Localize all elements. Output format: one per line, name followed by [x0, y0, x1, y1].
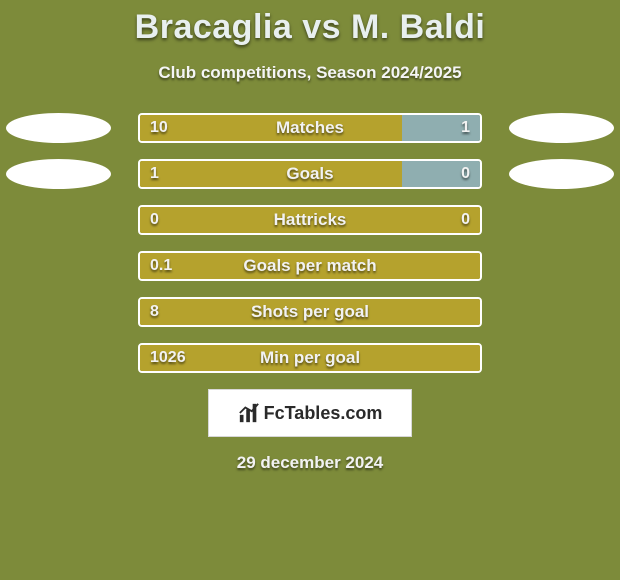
- stat-row: 00Hattricks: [0, 205, 620, 235]
- stat-value-right: 1: [461, 119, 470, 137]
- stat-rows: 101Matches10Goals00Hattricks0.1Goals per…: [0, 113, 620, 373]
- stat-row: 10Goals: [0, 159, 620, 189]
- branding-badge: FcTables.com: [208, 389, 412, 437]
- stat-seg-left: [140, 299, 480, 325]
- stat-value-left: 0: [150, 211, 159, 229]
- stat-value-left: 8: [150, 303, 159, 321]
- stat-value-left: 1: [150, 165, 159, 183]
- team-badge-left: [6, 159, 111, 189]
- stat-seg-left: [140, 207, 480, 233]
- stat-seg-left: [140, 253, 480, 279]
- stat-seg-left: [140, 161, 402, 187]
- stat-row: 1026Min per goal: [0, 343, 620, 373]
- team-badge-left: [6, 113, 111, 143]
- stat-value-left: 10: [150, 119, 168, 137]
- stat-value-left: 1026: [150, 349, 186, 367]
- stat-row: 0.1Goals per match: [0, 251, 620, 281]
- stat-seg-left: [140, 345, 480, 371]
- stat-row: 101Matches: [0, 113, 620, 143]
- branding-text: FcTables.com: [264, 403, 383, 424]
- stat-row: 8Shots per goal: [0, 297, 620, 327]
- subtitle: Club competitions, Season 2024/2025: [0, 63, 620, 83]
- snapshot-date: 29 december 2024: [0, 453, 620, 473]
- stat-bar: 10Goals: [138, 159, 482, 189]
- fctables-logo-icon: [238, 402, 260, 424]
- team-badge-right: [509, 159, 614, 189]
- stat-value-left: 0.1: [150, 257, 172, 275]
- stat-bar: 101Matches: [138, 113, 482, 143]
- stat-bar: 0.1Goals per match: [138, 251, 482, 281]
- stat-bar: 8Shots per goal: [138, 297, 482, 327]
- stat-value-right: 0: [461, 165, 470, 183]
- stat-seg-left: [140, 115, 402, 141]
- page-title: Bracaglia vs M. Baldi: [0, 8, 620, 47]
- stat-value-right: 0: [461, 211, 470, 229]
- team-badge-right: [509, 113, 614, 143]
- comparison-card: Bracaglia vs M. Baldi Club competitions,…: [0, 0, 620, 580]
- stat-bar: 00Hattricks: [138, 205, 482, 235]
- stat-bar: 1026Min per goal: [138, 343, 482, 373]
